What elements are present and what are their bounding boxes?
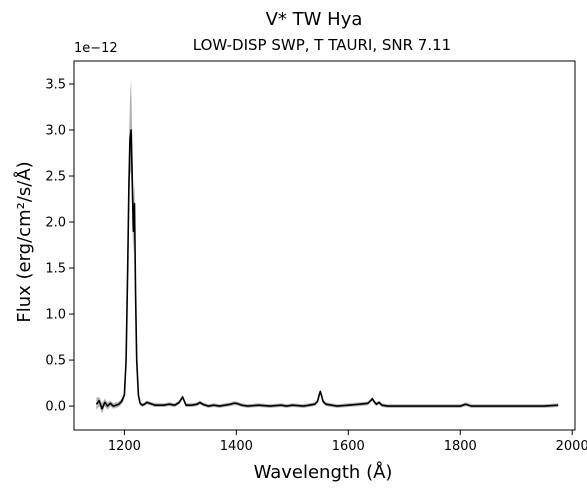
x-tick-label: 1600 (332, 439, 365, 454)
y-tick-label: 1.0 (45, 308, 66, 323)
flux-error-band (96, 79, 559, 414)
plot-frame (73, 60, 576, 431)
y-tick-label: 0.5 (45, 354, 66, 369)
y-tick-label: 1.5 (45, 262, 66, 277)
x-tick-label: 2000 (556, 439, 587, 454)
x-tick-label: 1200 (108, 439, 141, 454)
flux-line (95, 129, 559, 410)
y-tick-label: 0.0 (45, 400, 66, 415)
y-tick-label: 3.0 (45, 124, 66, 139)
chart-subtitle: LOW-DISP SWP, T TAURI, SNR 7.11 (193, 36, 451, 54)
x-axis: 1200 1400 1600 1800 2000 (108, 430, 587, 454)
x-tick-label: 1800 (444, 439, 477, 454)
chart-title: V* TW Hya (266, 9, 363, 30)
x-tick-label: 1400 (220, 439, 253, 454)
y-tick-label: 2.0 (45, 216, 66, 231)
y-axis-label: Flux (erg/cm²/s/Å) (13, 161, 35, 322)
plot-area (95, 79, 559, 414)
y-axis-offset-label: 1e−12 (74, 41, 118, 56)
y-axis: 0.0 0.5 1.0 1.5 2.0 2.5 3.0 3.5 (45, 78, 74, 415)
y-tick-label: 2.5 (45, 170, 66, 185)
y-tick-label: 3.5 (45, 78, 66, 93)
x-axis-label: Wavelength (Å) (254, 461, 393, 483)
